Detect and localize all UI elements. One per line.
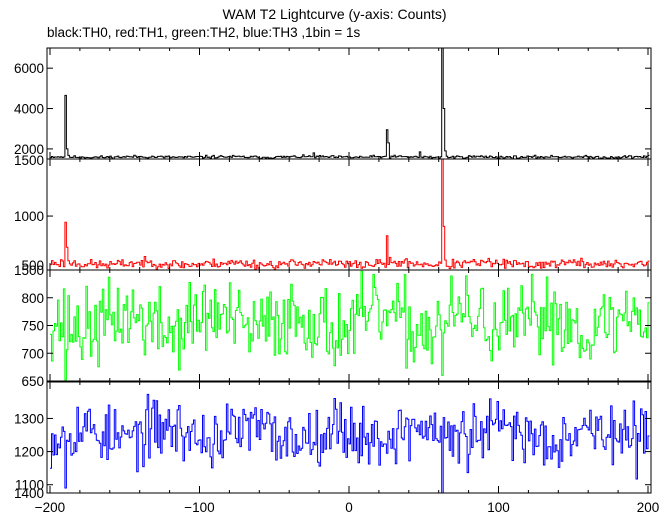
- y-tick-label: 750: [21, 319, 44, 334]
- y-bottom-label: 500: [21, 258, 44, 273]
- series-line-th2: [50, 270, 650, 381]
- y-tick-label: 700: [21, 346, 44, 361]
- x-tick-label: −200: [35, 500, 65, 515]
- y-corner-label: 1400: [14, 486, 44, 501]
- chart-subtitle: black:TH0, red:TH1, green:TH2, blue:TH3 …: [47, 25, 361, 40]
- series-line-th3: [50, 393, 650, 494]
- y-corner-label: 1500: [14, 153, 44, 168]
- panel-th2: 700 750 800 650: [21, 269, 652, 389]
- y-corner-label: 1500: [14, 263, 44, 278]
- panel-frame: [46, 381, 652, 494]
- y-tick-label: 6000: [14, 61, 44, 76]
- y-corner-label: 650: [21, 374, 44, 389]
- panel-frame: [46, 158, 652, 271]
- y-tick-label: 800: [21, 291, 44, 306]
- panel-frame: [46, 47, 652, 160]
- y-tick-label: 1100: [15, 478, 44, 493]
- y-tick-label: 1200: [14, 445, 44, 460]
- x-tick-label: −100: [184, 500, 214, 515]
- x-tick-label: 200: [637, 500, 660, 515]
- panel-frame: [46, 269, 652, 382]
- x-tick-label: 100: [487, 500, 510, 515]
- y-tick-label: 1000: [14, 209, 44, 224]
- y-tick-label: 2000: [14, 142, 44, 157]
- series-line-th1: [50, 158, 650, 270]
- y-tick-label: 4000: [14, 102, 44, 117]
- chart-title: WAM T2 Lightcurve (y-axis: Counts): [222, 6, 447, 22]
- x-tick-label: 0: [345, 500, 353, 515]
- series-line-th0: [50, 47, 650, 160]
- y-tick-label: 1300: [14, 411, 44, 426]
- panel-th3: 1100 1200 1300 1400: [14, 381, 652, 501]
- panel-th0: 2000 4000 6000 1500: [14, 47, 652, 168]
